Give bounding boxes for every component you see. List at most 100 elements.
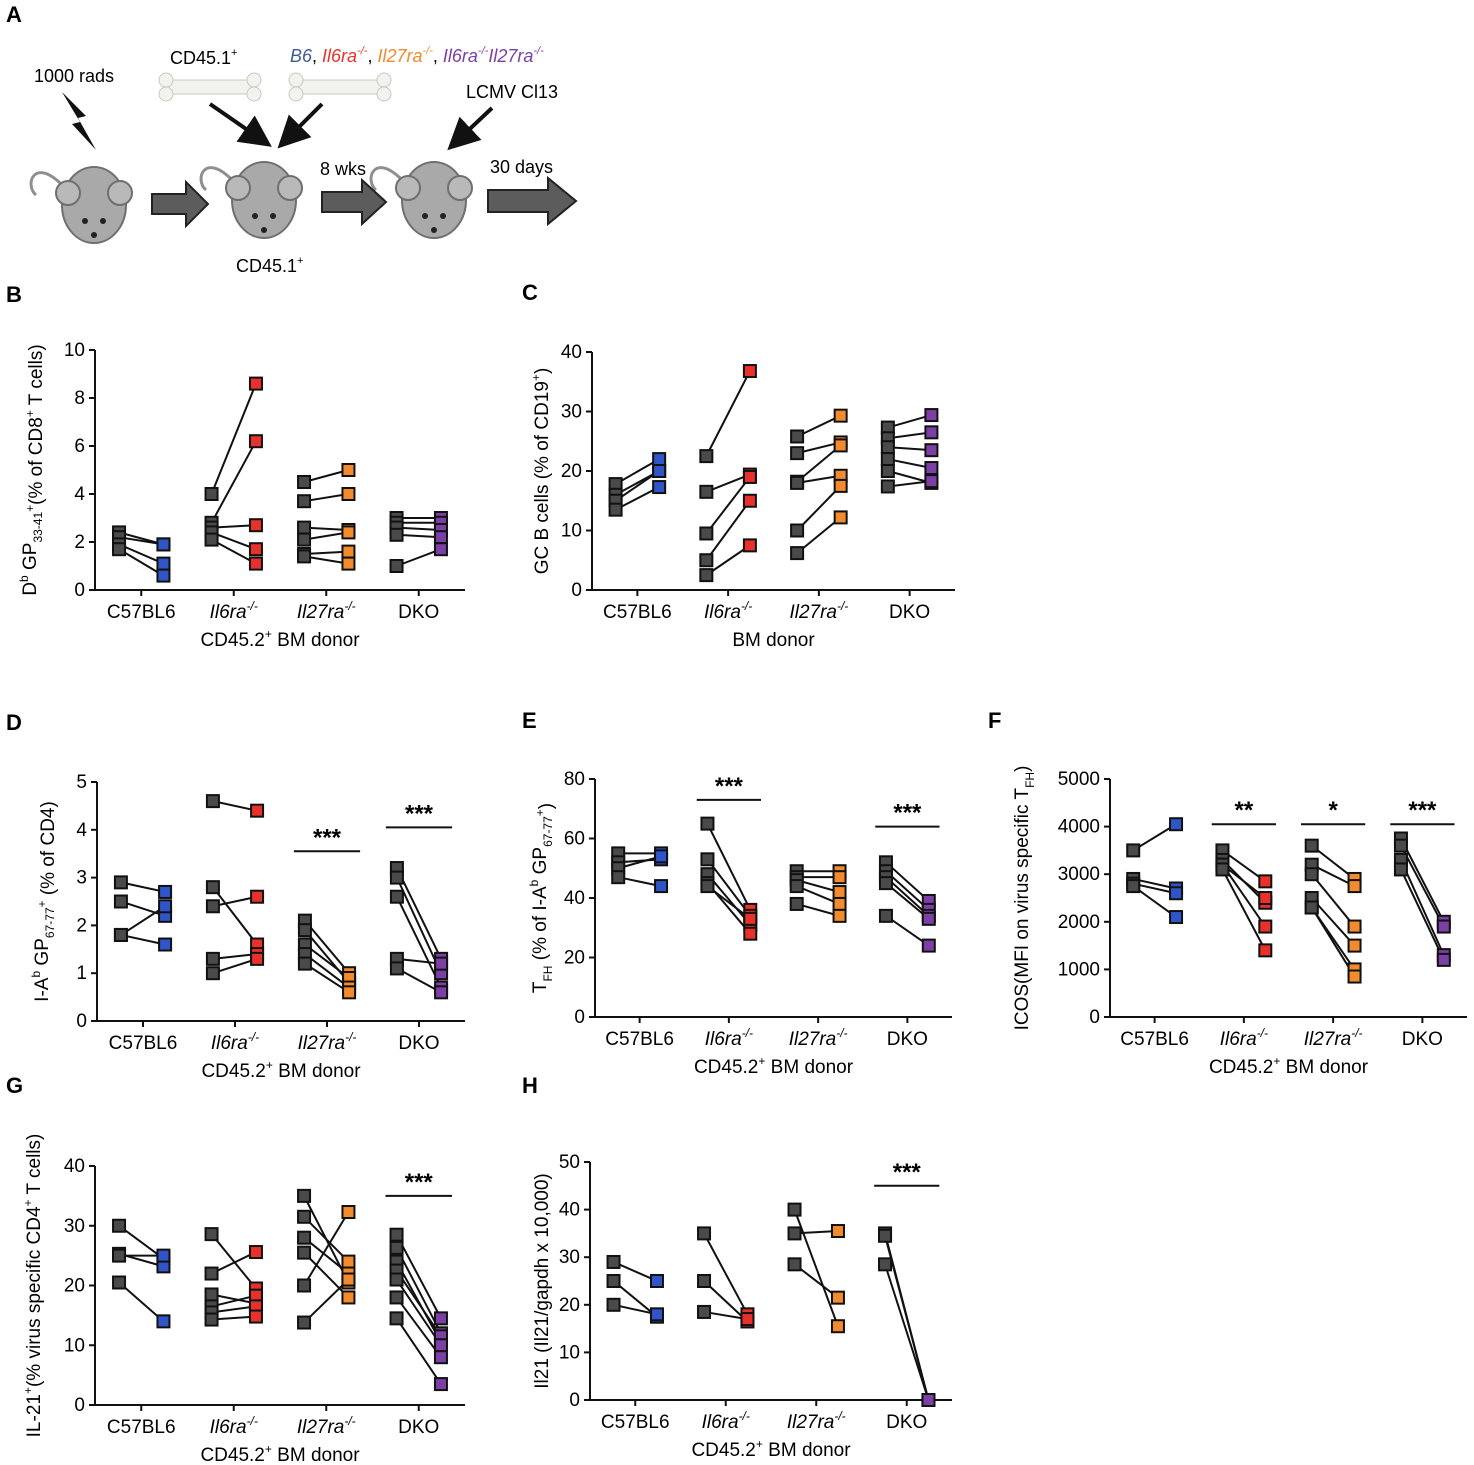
pair-line bbox=[118, 1224, 165, 1260]
pair-line bbox=[396, 526, 442, 531]
point-donor bbox=[341, 1290, 356, 1305]
y-axis-label: IL-21+(% virus specific CD4+ T cells) bbox=[21, 1134, 45, 1438]
point-control bbox=[1126, 879, 1141, 894]
panel-label: F bbox=[988, 708, 1001, 733]
point-donor bbox=[248, 1245, 263, 1260]
pair-line bbox=[618, 858, 662, 864]
y-tick-label: 30 bbox=[64, 1216, 85, 1237]
point-control bbox=[204, 1266, 219, 1281]
panel-label: H bbox=[522, 1073, 538, 1098]
donor-strains-label: B6, Il6ra-/-, Il27ra-/-, Il6ra-/-Il27ra-… bbox=[290, 45, 544, 66]
y-tick-label: 5 bbox=[76, 772, 87, 793]
point-donor bbox=[341, 1272, 356, 1287]
mouse-icon bbox=[29, 166, 133, 244]
pair-line bbox=[1221, 863, 1266, 899]
point-donor bbox=[924, 408, 939, 423]
point-donor bbox=[250, 803, 265, 818]
point-donor bbox=[156, 1314, 171, 1329]
x-tick-label: Il27ra-/- bbox=[297, 599, 356, 623]
point-donor bbox=[1347, 938, 1362, 953]
donor-dko: Il6ra-/-Il27ra-/- bbox=[443, 45, 544, 66]
point-donor bbox=[654, 849, 669, 864]
lcmv-label: LCMV Cl13 bbox=[466, 82, 558, 102]
pair-line bbox=[210, 1233, 257, 1290]
point-control bbox=[205, 966, 220, 981]
point-control bbox=[297, 532, 312, 547]
pair-line bbox=[796, 485, 842, 532]
pair-line bbox=[211, 1293, 257, 1305]
pair-line bbox=[396, 867, 442, 960]
pair-line bbox=[304, 943, 350, 979]
point-control bbox=[113, 875, 128, 890]
point-donor bbox=[1258, 919, 1273, 934]
point-control bbox=[205, 880, 220, 895]
point-donor bbox=[341, 1254, 356, 1269]
pair-line bbox=[210, 440, 257, 524]
pair-line bbox=[887, 470, 932, 484]
pair-line bbox=[706, 873, 752, 926]
x-tick-label: Il6ra-/- bbox=[702, 1409, 750, 1433]
x-tick-label: C57BL6 bbox=[605, 1029, 674, 1050]
pair-line bbox=[395, 1317, 442, 1385]
point-control bbox=[297, 1245, 312, 1260]
x-tick-label: DKO bbox=[887, 1029, 928, 1050]
significance-label: *** bbox=[313, 824, 342, 851]
point-donor bbox=[743, 926, 758, 941]
pair-line bbox=[613, 1261, 658, 1282]
y-tick-label: 0 bbox=[74, 580, 85, 601]
pair-line bbox=[1310, 897, 1356, 947]
significance-label: * bbox=[1328, 797, 1338, 824]
x-tick-label: Il27ra-/- bbox=[1304, 1026, 1363, 1050]
point-control bbox=[1393, 838, 1408, 853]
pair-line bbox=[396, 548, 442, 567]
days-label: 30 days bbox=[490, 157, 553, 177]
x-tick-label: Il6ra-/- bbox=[210, 1414, 258, 1438]
x-tick-label: Il6ra-/- bbox=[211, 1030, 259, 1054]
point-donor bbox=[743, 911, 758, 926]
point-control bbox=[700, 879, 715, 894]
donor-il27ra: Il27ra-/- bbox=[377, 45, 433, 66]
y-axis-label: TFH (% of I-Ab GP67-77+) bbox=[527, 803, 557, 993]
x-axis-label: CD45.2+ BM donor bbox=[200, 627, 360, 651]
point-control bbox=[790, 546, 805, 561]
point-donor bbox=[832, 885, 847, 900]
point-donor bbox=[250, 889, 265, 904]
pair-line bbox=[304, 929, 350, 984]
point-control bbox=[606, 1274, 621, 1288]
point-control bbox=[1304, 900, 1319, 915]
pair-line bbox=[705, 473, 751, 493]
y-tick-label: 10 bbox=[64, 1335, 85, 1356]
pair-line bbox=[211, 1315, 257, 1321]
point-donor bbox=[158, 884, 173, 899]
pair-line bbox=[303, 1278, 350, 1324]
pair-line bbox=[796, 441, 841, 455]
schematic-panel: A 1000 rads CD45.1+ B6, Il6ra-/-, Il27ra… bbox=[6, 2, 578, 276]
point-donor bbox=[433, 1350, 448, 1365]
point-control bbox=[297, 1315, 312, 1330]
point-donor bbox=[742, 493, 757, 508]
point-donor bbox=[434, 956, 449, 971]
significance-label: *** bbox=[1408, 797, 1437, 824]
mouse-icon bbox=[369, 161, 473, 239]
panel-label: B bbox=[6, 282, 22, 307]
point-donor bbox=[341, 556, 356, 571]
y-tick-label: 1000 bbox=[1058, 959, 1100, 980]
y-tick-label: 20 bbox=[561, 461, 582, 482]
point-donor bbox=[158, 899, 173, 914]
point-donor bbox=[1258, 891, 1273, 905]
x-tick-label: DKO bbox=[1402, 1029, 1443, 1050]
point-control bbox=[787, 1257, 802, 1272]
y-tick-label: 0 bbox=[569, 1390, 580, 1411]
pair-line bbox=[211, 1305, 257, 1314]
point-control bbox=[611, 870, 626, 885]
pair-line bbox=[887, 458, 932, 470]
pair-line bbox=[705, 500, 751, 561]
chart-h: H 0 10 20 30 40 50 C57BL6 Il6ra-/- Il27ra-/- DKO CD… bbox=[522, 1073, 952, 1461]
point-control bbox=[790, 446, 805, 461]
pair-line bbox=[1311, 863, 1355, 887]
point-donor bbox=[156, 556, 171, 571]
point-control bbox=[790, 429, 805, 444]
pair-line bbox=[703, 1280, 749, 1323]
point-donor bbox=[833, 478, 848, 493]
